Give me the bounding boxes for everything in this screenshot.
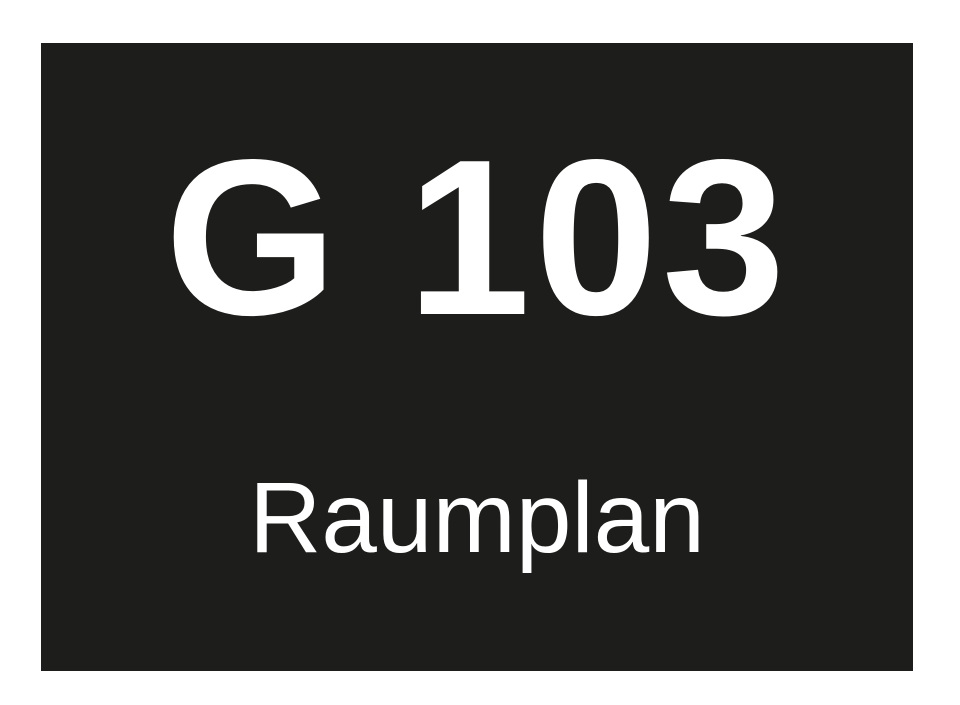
room-number: G 103 xyxy=(164,114,790,362)
room-label: Raumplan xyxy=(249,462,705,574)
room-sign-plate: G 103 Raumplan xyxy=(41,43,913,671)
